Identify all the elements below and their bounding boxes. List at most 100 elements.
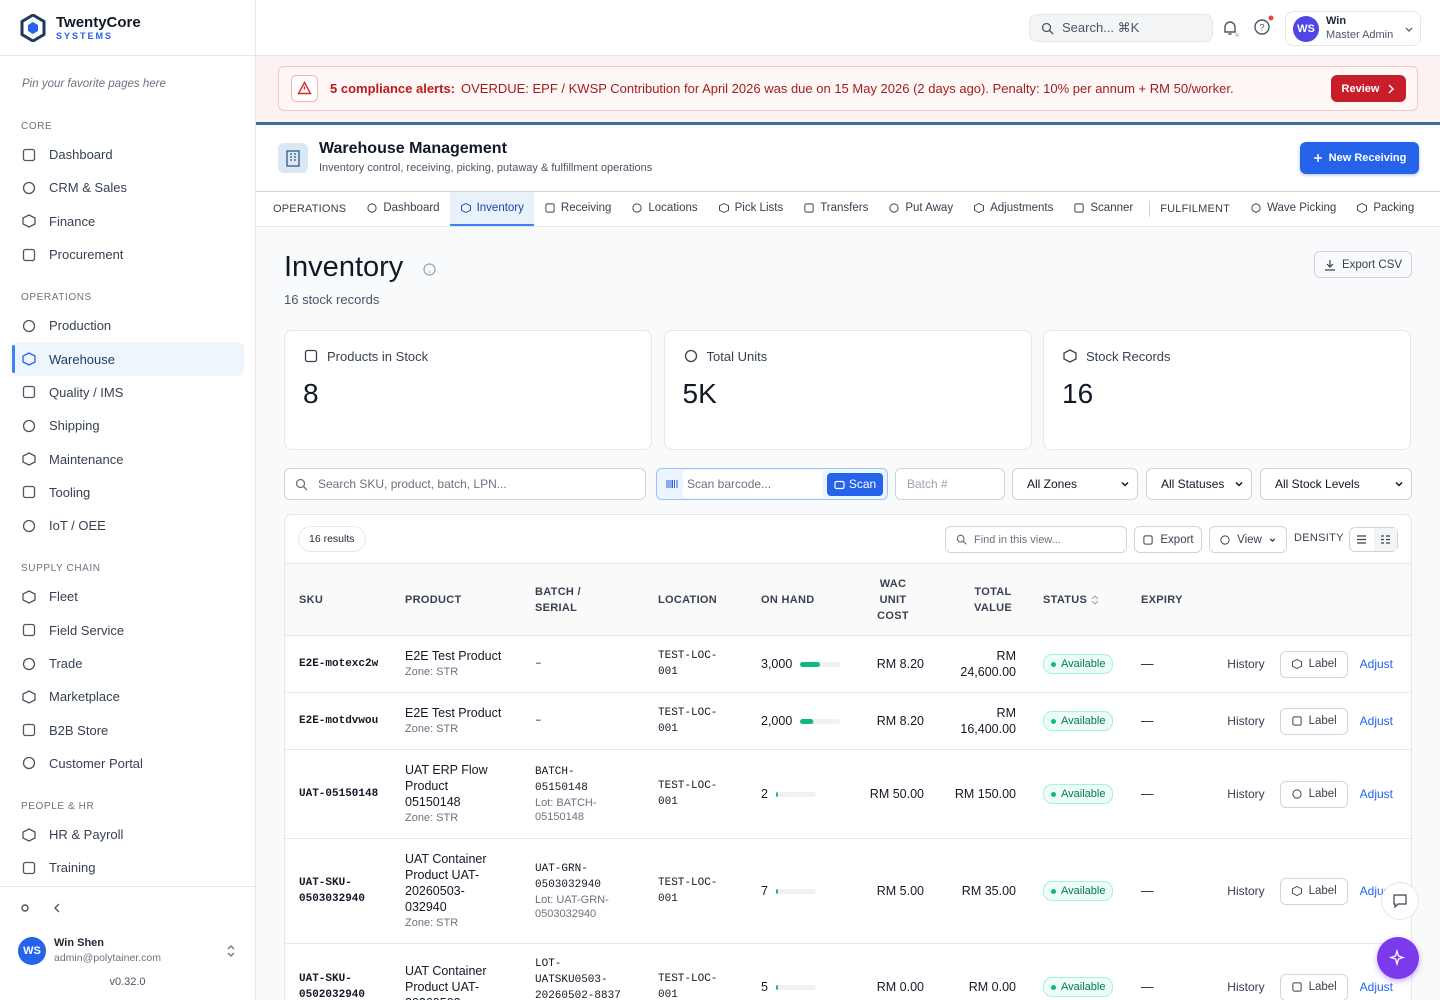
review-button[interactable]: Review bbox=[1331, 75, 1406, 102]
density-option[interactable] bbox=[1350, 528, 1374, 551]
tab-label: Pick Lists bbox=[734, 202, 784, 214]
find-field[interactable]: Find in this view... bbox=[945, 526, 1127, 553]
icon bbox=[1143, 534, 1153, 545]
ai-assistant[interactable] bbox=[1377, 937, 1419, 979]
scan-input: Scan barcode... bbox=[683, 470, 823, 498]
batch-cell: LOT-UATSKU0503-20260502-8837Lot: LOT- bbox=[521, 943, 644, 1000]
global-search[interactable]: Search... ⌘K bbox=[1029, 14, 1213, 42]
tab[interactable]: Wave Picking bbox=[1240, 192, 1346, 226]
new-receiving-button[interactable]: New Receiving bbox=[1300, 142, 1419, 174]
nav-item[interactable]: Fleet bbox=[12, 580, 244, 613]
sku: UAT-05150148 bbox=[299, 788, 379, 800]
nav-item-label: CRM & Sales bbox=[49, 180, 128, 196]
batch-field[interactable]: Batch # bbox=[895, 468, 1005, 500]
notifications[interactable] bbox=[1221, 19, 1239, 37]
nav-item[interactable]: Shipping bbox=[12, 409, 244, 442]
history-link[interactable]: History bbox=[1227, 884, 1265, 898]
nav-item-label: Fleet bbox=[49, 589, 78, 605]
tab[interactable]: Pick Lists bbox=[708, 192, 794, 226]
nav-item[interactable]: Dashboard bbox=[12, 138, 244, 171]
nav-item[interactable]: Maintenance bbox=[12, 442, 244, 475]
nav-item[interactable]: Quality / IMS bbox=[12, 376, 244, 409]
tab[interactable]: Transfers bbox=[793, 192, 878, 226]
status: Available bbox=[1043, 711, 1114, 731]
adjust-link[interactable]: Adjust bbox=[1359, 714, 1393, 728]
nav-item[interactable]: IoT / OEE bbox=[12, 509, 244, 542]
tab[interactable]: Put Away bbox=[878, 192, 963, 226]
nav-item[interactable]: CRM & Sales bbox=[12, 171, 244, 204]
sku-cell: E2E-motdvwou bbox=[285, 692, 391, 750]
page-help[interactable] bbox=[423, 263, 436, 276]
nav-item[interactable]: Trade bbox=[12, 647, 244, 680]
handle bbox=[962, 540, 967, 545]
location-cell: TEST-LOC-001 bbox=[644, 943, 747, 1000]
nav-item[interactable]: Procurement bbox=[12, 238, 244, 271]
tab[interactable]: Receiving bbox=[534, 192, 622, 226]
label-button[interactable]: Label bbox=[1279, 780, 1348, 808]
table-body: E2E-motexc2w E2E Test Product Zone: STR – TE… bbox=[285, 635, 1411, 1000]
total-cell: RM 16,400.00 bbox=[929, 692, 1029, 750]
tab[interactable]: Dashboard bbox=[356, 192, 449, 226]
search-field[interactable]: Search SKU, product, batch, LPN... bbox=[284, 468, 646, 500]
total-cell: RM 35.00 bbox=[929, 838, 1029, 944]
label-button[interactable]: Label bbox=[1279, 650, 1348, 678]
adjust-link[interactable]: Adjust bbox=[1359, 657, 1393, 671]
sku-cell: UAT-SKU-0502032940 bbox=[285, 943, 391, 1000]
user-menu[interactable] bbox=[224, 943, 238, 959]
tabs: OPERATIONS Dashboard Inventory Receiving Loc… bbox=[256, 192, 1440, 227]
export-csv-button[interactable]: Export CSV bbox=[1314, 251, 1412, 278]
nav-item[interactable]: Warehouse bbox=[12, 342, 244, 376]
filter-select[interactable]: All Statuses bbox=[1146, 468, 1252, 500]
tab[interactable]: Adjustments bbox=[963, 192, 1063, 226]
history-link[interactable]: History bbox=[1227, 787, 1265, 801]
nav-item[interactable]: Training bbox=[12, 851, 244, 884]
icon-shape bbox=[22, 690, 36, 704]
history-link[interactable]: History bbox=[1227, 980, 1265, 994]
nav-item[interactable]: Tooling bbox=[12, 476, 244, 509]
density-option[interactable] bbox=[1373, 528, 1397, 551]
icon-shape bbox=[22, 723, 36, 737]
history-link[interactable]: History bbox=[1227, 657, 1265, 671]
chevron-path bbox=[1235, 481, 1243, 487]
nav-item[interactable]: Field Service bbox=[12, 614, 244, 647]
label-button[interactable]: Label bbox=[1279, 973, 1348, 1000]
adjust-link[interactable]: Adjust bbox=[1359, 787, 1393, 801]
nav-section-label: SUPPLY CHAIN bbox=[21, 563, 101, 575]
stat-card: Products in Stock 8 bbox=[284, 330, 652, 450]
logo-hex bbox=[20, 14, 46, 42]
label-button[interactable]: Label bbox=[1279, 707, 1348, 735]
nav-item[interactable]: Production bbox=[12, 309, 244, 342]
adjust-link[interactable]: Adjust bbox=[1359, 980, 1393, 994]
view-button[interactable]: View bbox=[1209, 526, 1287, 553]
label-button[interactable]: Label bbox=[1279, 877, 1348, 905]
tab-label: Locations bbox=[648, 202, 698, 214]
actions: History Label Adjust bbox=[1201, 780, 1411, 808]
feedback-button[interactable] bbox=[1381, 882, 1419, 920]
density-toggle[interactable] bbox=[1349, 527, 1398, 552]
tab-group-label: FULFILMENT bbox=[1160, 203, 1231, 215]
theme-toggle[interactable] bbox=[17, 900, 33, 916]
nav-item[interactable]: Finance bbox=[12, 205, 244, 238]
tab[interactable]: Scanner bbox=[1063, 192, 1143, 226]
nav-item[interactable]: B2B Store bbox=[12, 713, 244, 746]
scan-button[interactable]: Scan bbox=[827, 472, 883, 496]
nav-item[interactable]: Marketplace bbox=[12, 680, 244, 713]
filter-select[interactable]: All Stock Levels bbox=[1260, 468, 1412, 500]
nav-item[interactable]: HR & Payroll bbox=[12, 818, 244, 851]
sort bbox=[1091, 594, 1099, 605]
tab[interactable]: Inventory bbox=[449, 192, 534, 226]
history-link[interactable]: History bbox=[1227, 714, 1265, 728]
icon bbox=[632, 203, 643, 213]
help[interactable]: ? bbox=[1253, 14, 1275, 36]
user-menu[interactable]: WS Win Master Admin bbox=[1285, 11, 1421, 46]
nav-item[interactable]: Customer Portal bbox=[12, 747, 244, 780]
tab[interactable]: Packing bbox=[1346, 192, 1424, 226]
batch-cell: BATCH-05150148 Lot: BATCH-05150148 bbox=[521, 749, 644, 839]
tab[interactable]: Locations bbox=[621, 192, 707, 226]
export-button[interactable]: Export bbox=[1134, 526, 1202, 553]
icon bbox=[1220, 534, 1230, 545]
collapse[interactable] bbox=[49, 900, 65, 916]
scan-field[interactable]: Scan barcode... Scan bbox=[656, 468, 888, 500]
filter-select[interactable]: All Zones bbox=[1012, 468, 1138, 500]
icon-shape bbox=[22, 214, 36, 228]
